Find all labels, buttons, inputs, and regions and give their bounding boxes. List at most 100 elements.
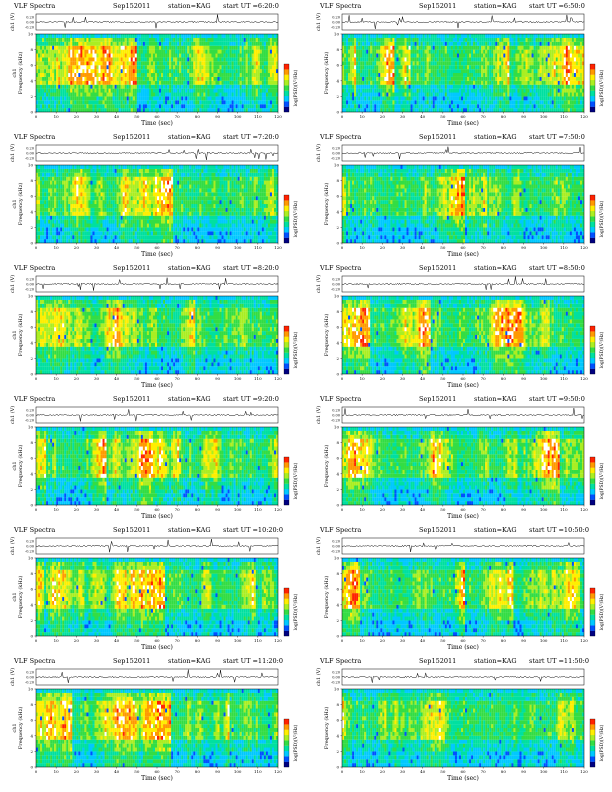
spectrogram-cell (247, 49, 250, 54)
spectrogram-cell (541, 34, 544, 38)
spectrogram-cell (450, 69, 453, 74)
spectrogram-cell (374, 96, 377, 101)
spectrogram-cell (444, 37, 447, 42)
spectrogram-cell (199, 96, 202, 101)
spectrogram-cell (342, 34, 345, 38)
spectrogram-cell (235, 108, 238, 113)
spectrogram-cell (402, 45, 405, 50)
spectrogram-cell (245, 45, 248, 50)
spectrogram-cell (120, 76, 123, 81)
spectrogram-cell (378, 80, 381, 85)
spectrogram-cell (499, 92, 502, 97)
spectrogram-cell (499, 108, 502, 113)
spectrogram-cell (146, 108, 149, 113)
spectrogram-cell (66, 53, 69, 58)
spectrogram-cell (110, 45, 113, 50)
spectrogram-cell (263, 45, 266, 50)
spectrogram-cell (44, 65, 47, 70)
spectrogram-cell (344, 96, 347, 101)
spectrogram-cell (404, 92, 407, 97)
spectrogram-cell (159, 92, 162, 97)
spectrogram-cell (477, 53, 480, 58)
spectrogram-cell (390, 108, 393, 113)
spectrogram-cell (193, 100, 196, 105)
spectrogram-cell (549, 37, 552, 42)
spectrogram-cell (420, 65, 423, 70)
spectrogram-cell (356, 100, 359, 105)
spectrogram-cell (414, 84, 417, 89)
spectrogram-cell (545, 69, 548, 74)
spectrogram-cell (404, 108, 407, 113)
spectrogram-cell (507, 34, 510, 38)
spectrogram-cell (358, 80, 361, 85)
spectrogram-cell (159, 108, 162, 113)
spectrogram-cell (442, 34, 445, 38)
spectrogram-cell (483, 76, 486, 81)
spectrogram-cell (567, 49, 570, 54)
spectrogram-cell (438, 76, 441, 81)
spectrogram-cell (364, 49, 367, 54)
spectrogram-cell (40, 104, 43, 109)
spectrogram-cell (241, 73, 244, 77)
spectrogram-cell (110, 239, 113, 244)
spectrogram-cell (386, 49, 389, 54)
spectrogram-cell (247, 96, 250, 101)
spectrogram-cell (571, 41, 574, 46)
spectrogram-cell (263, 41, 266, 46)
spectrogram-cell (241, 76, 244, 81)
spectrogram-cell (275, 41, 279, 46)
spectrogram-cell (261, 61, 264, 66)
spectrogram-cell (126, 57, 129, 62)
spectrogram-cell (197, 108, 200, 113)
spectrogram-cell (358, 92, 361, 97)
spectrogram-cell (511, 73, 514, 77)
spectrogram-cell (132, 84, 135, 89)
spectrogram-cell (157, 73, 160, 77)
spectrogram-cell (420, 100, 423, 105)
spectrogram-cell (148, 92, 151, 97)
spectrogram-cell (187, 104, 190, 109)
spectrogram-cell (557, 69, 560, 74)
spectrogram-cell (142, 61, 145, 66)
spectrogram-cell (60, 73, 63, 77)
spectrogram-cell (58, 53, 61, 58)
spectrogram-cell (493, 104, 496, 109)
spectrogram-cell (90, 92, 93, 97)
spectrogram-cell (86, 84, 89, 89)
spectrogram-cell (571, 96, 574, 101)
spectrogram-cell (90, 84, 93, 89)
spectrogram-cell (171, 37, 174, 42)
spectrogram-cell (517, 65, 520, 70)
spectrogram-cell (354, 80, 357, 85)
spectrogram-cell (452, 80, 455, 85)
spectrogram-cell (487, 76, 490, 81)
spectrogram-cell (213, 61, 216, 66)
spectrogram-cell (505, 61, 508, 66)
spectrogram-cell (201, 65, 204, 70)
spectrogram-cell (221, 61, 224, 66)
spectrogram-cell (442, 73, 445, 77)
spectrogram-cell (239, 100, 242, 105)
spectrogram-cell (36, 100, 39, 105)
spectrogram-cell (366, 80, 369, 85)
spectrogram-cell (124, 88, 127, 93)
spectrogram-cell (456, 45, 460, 50)
spectrogram-cell (120, 53, 123, 58)
spectrogram-cell (477, 88, 480, 93)
spectrogram-cell (195, 92, 198, 97)
spectrogram-cell (489, 104, 492, 109)
spectrogram-cell (549, 84, 552, 89)
spectrogram-cell (239, 65, 242, 70)
spectrogram-cell (483, 100, 486, 105)
spectrogram-cell (370, 34, 373, 38)
spectrogram-cell (497, 53, 500, 58)
spectrogram-cell (241, 49, 244, 54)
spectrogram-cell (108, 239, 111, 244)
spectrogram-cell (430, 80, 433, 85)
spectrogram-cell (581, 96, 585, 101)
spectrogram-cell (521, 80, 524, 85)
spectrogram-cell (82, 84, 85, 89)
spectrogram-cell (541, 104, 544, 109)
spectrogram-cell (161, 61, 164, 66)
spectrogram-cell (116, 37, 119, 42)
